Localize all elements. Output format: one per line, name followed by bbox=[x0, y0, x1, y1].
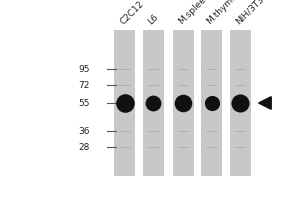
Text: 72: 72 bbox=[79, 80, 90, 90]
Bar bbox=[172, 30, 194, 176]
Text: 36: 36 bbox=[79, 127, 90, 136]
Text: C2C12: C2C12 bbox=[118, 0, 146, 26]
Text: M.thymus: M.thymus bbox=[205, 0, 243, 26]
Text: NIH/3T3: NIH/3T3 bbox=[234, 0, 266, 26]
Bar bbox=[230, 30, 250, 176]
Bar bbox=[142, 30, 164, 176]
Text: 95: 95 bbox=[79, 64, 90, 73]
Polygon shape bbox=[259, 97, 271, 109]
Point bbox=[181, 101, 185, 105]
Point bbox=[238, 101, 242, 105]
Bar bbox=[201, 30, 222, 176]
Point bbox=[122, 101, 127, 105]
Bar bbox=[114, 30, 135, 176]
Text: L6: L6 bbox=[147, 12, 160, 26]
Text: 55: 55 bbox=[79, 98, 90, 108]
Point bbox=[151, 101, 155, 105]
Text: 28: 28 bbox=[79, 142, 90, 152]
Point bbox=[209, 101, 214, 105]
Text: M.spleen: M.spleen bbox=[177, 0, 212, 26]
